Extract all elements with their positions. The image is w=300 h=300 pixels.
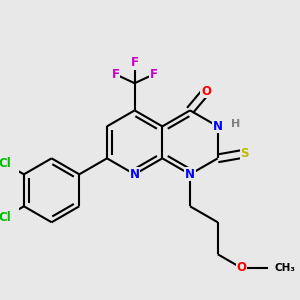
Text: F: F bbox=[112, 68, 120, 81]
Text: S: S bbox=[240, 147, 249, 160]
Text: Cl: Cl bbox=[0, 211, 11, 224]
Text: O: O bbox=[236, 261, 246, 274]
Text: F: F bbox=[131, 56, 139, 69]
Text: N: N bbox=[213, 120, 223, 133]
Text: CH₃: CH₃ bbox=[274, 263, 296, 273]
Text: O: O bbox=[201, 85, 211, 98]
Text: F: F bbox=[149, 68, 158, 81]
Text: H: H bbox=[231, 119, 240, 129]
Text: N: N bbox=[185, 168, 195, 181]
Text: Cl: Cl bbox=[0, 157, 11, 169]
Text: N: N bbox=[130, 168, 140, 181]
